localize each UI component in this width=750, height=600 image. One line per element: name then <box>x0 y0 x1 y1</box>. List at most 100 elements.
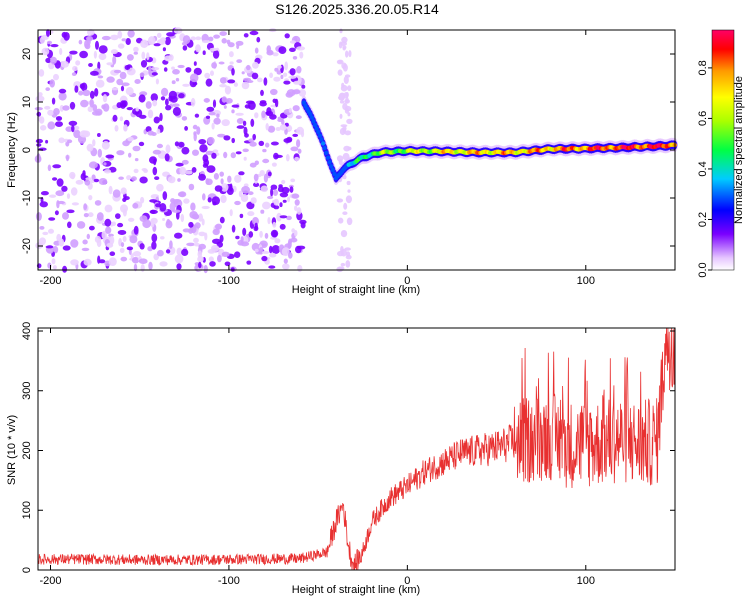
noise-blob <box>206 165 216 173</box>
noise-blob <box>274 67 279 72</box>
noise-blob <box>211 122 215 130</box>
noise-blob <box>117 222 124 228</box>
noise-blob <box>201 218 205 226</box>
noise-blob <box>236 125 245 129</box>
colorbar-tick-label: 0.2 <box>697 212 709 227</box>
noise-blob <box>109 251 116 256</box>
noise-blob <box>219 77 227 84</box>
noise-blob <box>203 98 210 103</box>
noise-blob <box>162 218 166 221</box>
noise-blob <box>152 166 158 176</box>
noise-blob <box>49 79 55 88</box>
noise-blob <box>145 101 152 109</box>
noise-blob <box>267 217 271 225</box>
noise-blob <box>89 225 95 231</box>
noise-blob <box>50 44 59 48</box>
noise-blob <box>249 30 259 36</box>
noise-blob <box>242 120 247 127</box>
noise-blob <box>154 176 160 181</box>
noise-blob <box>140 196 145 204</box>
noise-blob <box>261 110 266 119</box>
noise-blob <box>181 116 188 121</box>
noise-blob <box>247 191 254 196</box>
noise-blob <box>198 139 207 145</box>
noise-blob <box>244 104 251 109</box>
noise-blob <box>239 213 244 219</box>
noise-blob <box>101 140 110 150</box>
noise-blob <box>45 245 54 249</box>
noise-blob <box>193 132 197 142</box>
noise-blob <box>234 200 241 206</box>
y-tick-label: 0 <box>21 567 33 573</box>
noise-blob <box>254 112 259 119</box>
noise-blob <box>338 158 343 166</box>
noise-blob <box>231 137 235 144</box>
noise-blob <box>278 46 287 54</box>
signal-core <box>317 133 323 138</box>
noise-blob <box>62 212 69 220</box>
noise-blob <box>253 182 260 187</box>
noise-blob <box>165 98 169 106</box>
noise-blob <box>97 75 104 79</box>
noise-blob <box>189 73 199 83</box>
noise-blob <box>288 75 297 79</box>
noise-blob <box>265 142 270 148</box>
noise-blob <box>138 141 145 147</box>
y-tick-label: 300 <box>21 382 33 400</box>
noise-blob <box>241 81 250 90</box>
signal-track <box>300 95 678 186</box>
noise-blob <box>176 247 183 256</box>
noise-blob <box>69 50 78 55</box>
noise-blob <box>97 255 101 264</box>
y-tick-label: -20 <box>21 238 33 254</box>
noise-blob <box>126 246 134 251</box>
noise-blob <box>283 80 291 85</box>
noise-blob <box>258 247 264 255</box>
noise-blob <box>261 255 268 262</box>
noise-blob <box>340 246 344 253</box>
noise-blob <box>254 222 258 230</box>
noise-blob <box>227 42 235 48</box>
noise-blob <box>116 78 124 86</box>
noise-blob <box>101 35 111 41</box>
x-tick-label: 0 <box>404 575 410 587</box>
noise-blob <box>262 148 267 153</box>
noise-blob <box>198 261 202 269</box>
noise-blob <box>269 114 277 120</box>
noise-blob <box>126 175 132 181</box>
noise-blob <box>282 263 290 270</box>
noise-blob <box>132 145 141 152</box>
noise-blob <box>340 262 346 267</box>
noise-blob <box>208 36 214 42</box>
noise-blob <box>260 89 264 96</box>
noise-blob <box>74 85 79 93</box>
noise-blob <box>87 212 94 218</box>
noise-blob <box>150 67 160 71</box>
noise-blob <box>209 47 218 52</box>
noise-blob <box>58 137 65 144</box>
signal-core <box>332 171 337 177</box>
noise-blob <box>57 200 65 205</box>
noise-blob <box>146 52 150 61</box>
noise-blob <box>153 253 159 261</box>
noise-blob <box>160 236 165 240</box>
noise-blob <box>242 227 247 236</box>
noise-blob <box>151 241 157 250</box>
noise-blob <box>235 151 242 155</box>
noise-blob <box>244 133 249 138</box>
noise-blob <box>177 64 185 69</box>
noise-blob <box>296 46 306 51</box>
noise-blob <box>159 112 163 122</box>
noise-blob <box>108 185 113 195</box>
noise-blob <box>227 175 232 183</box>
y-tick-label: 10 <box>21 96 33 108</box>
noise-blob <box>284 33 290 39</box>
noise-blob <box>101 230 107 240</box>
noise-blob <box>140 264 145 272</box>
noise-blob <box>252 61 259 69</box>
noise-blob <box>131 176 137 182</box>
noise-blob <box>271 245 281 254</box>
noise-blob <box>195 44 201 53</box>
noise-blob <box>247 211 255 217</box>
noise-blob <box>198 173 207 181</box>
